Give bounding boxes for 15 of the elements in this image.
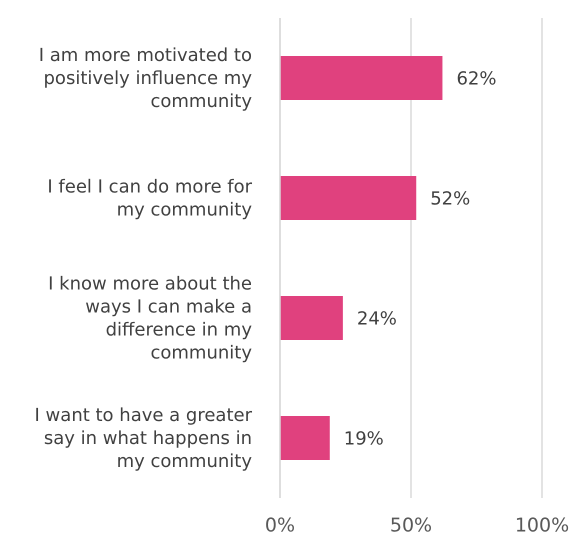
y-tick-label: I am more motivated to positively influence my community — [38, 44, 252, 112]
bar — [280, 176, 416, 220]
data-label: 24% — [356, 308, 397, 330]
x-tick-label: 50% — [390, 514, 432, 536]
bar — [280, 56, 442, 100]
data-label: 19% — [344, 428, 384, 450]
y-tick-label: I want to have a greater say in what happens in my community — [34, 404, 253, 472]
data-label: 62% — [456, 68, 496, 90]
x-tick-label: 0% — [264, 514, 296, 536]
x-tick-label: 100% — [514, 514, 570, 536]
y-tick-label: I feel I can do more for my community — [47, 176, 253, 220]
bar — [280, 416, 330, 460]
data-label: 52% — [430, 188, 470, 210]
bar — [280, 296, 343, 340]
y-tick-label: I know more about the ways I can make a difference in my community — [48, 273, 252, 363]
